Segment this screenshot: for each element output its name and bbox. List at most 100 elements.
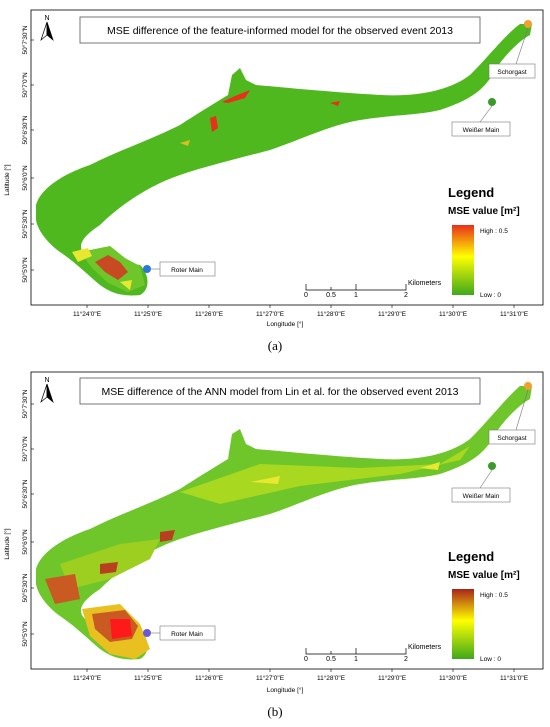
latitude-tick-label: 50°7'30"N <box>21 389 29 418</box>
svg-text:0: 0 <box>304 656 308 663</box>
place-label-roter-main: Roter Main <box>171 631 203 638</box>
longitude-tick-label: 11°29'0"E <box>378 310 407 318</box>
map-title: MSE difference of the feature-informed m… <box>107 25 453 37</box>
latitude-tick-label: 50°7'0"N <box>21 436 29 462</box>
north-label: N <box>44 377 49 384</box>
weisser-main-marker <box>488 98 496 106</box>
legend-subtitle: MSE value [m²] <box>448 206 520 217</box>
weisser-main-marker <box>488 462 496 470</box>
map-b: MSE difference of the ANN model from Lin… <box>3 371 544 694</box>
hotspot <box>180 140 190 146</box>
roter-main-marker <box>143 629 151 637</box>
legend-color-ramp <box>452 225 474 295</box>
schorgast-marker <box>524 20 532 28</box>
hotspot <box>210 116 218 132</box>
scale-unit: Kilometers <box>408 280 442 287</box>
longitude-tick-label: 11°25'0"E <box>134 674 163 682</box>
latitude-tick-label: 50°6'0"N <box>21 165 29 191</box>
longitude-tick-label: 11°26'0"E <box>195 674 224 682</box>
hotspot <box>45 574 80 604</box>
longitude-tick-label: 11°28'0"E <box>317 674 346 682</box>
longitude-tick-label: 11°25'0"E <box>134 310 163 318</box>
latitude-tick-label: 50°5'0"N <box>21 621 29 647</box>
floodplain-area <box>36 386 532 660</box>
map-a: MSE difference of the feature-informed m… <box>3 9 544 328</box>
latitude-tick-label: 50°5'30"N <box>21 573 29 602</box>
panel-a: MSE difference of the feature-informed m… <box>0 0 550 360</box>
longitude-tick-label: 11°30'0"E <box>439 674 468 682</box>
longitude-tick-label: 11°30'0"E <box>439 310 468 318</box>
panel-b: MSE difference of the ANN model from Lin… <box>0 364 550 727</box>
hotspot <box>95 255 128 280</box>
hotspot <box>222 90 250 103</box>
longitude-tick-label: 11°27'0"E <box>256 310 285 318</box>
svg-text:0.5: 0.5 <box>326 656 336 663</box>
svg-text:2: 2 <box>404 292 408 299</box>
legend-title: Legend <box>448 549 494 564</box>
latitude-tick-label: 50°7'30"N <box>21 25 29 54</box>
latitude-tick-label: 50°6'30"N <box>21 479 29 508</box>
longitude-tick-label: 11°28'0"E <box>317 310 346 318</box>
title-box <box>79 377 481 405</box>
latitude-axis-label: Latitude [°] <box>3 528 11 559</box>
hotspot <box>420 462 440 470</box>
scale-bar: 0 0.5 1 2 Kilometers <box>304 644 442 663</box>
legend-title: Legend <box>448 185 494 200</box>
schorgast-marker <box>524 382 532 390</box>
place-label-roter-main: Roter Main <box>171 267 203 274</box>
longitude-tick-label: 11°29'0"E <box>378 674 407 682</box>
svg-text:1: 1 <box>354 656 358 663</box>
hotspot <box>120 280 132 290</box>
roter-main-marker <box>143 265 151 273</box>
latitude-ticks: 50°7'30"N 50°7'0"N 50°6'30"N 50°6'0"N 50°5'3… <box>21 389 34 647</box>
map-title: MSE difference of the ANN model from Lin… <box>101 386 458 398</box>
svg-text:1: 1 <box>354 292 358 299</box>
floodplain-area <box>36 24 532 296</box>
latitude-tick-label: 50°5'0"N <box>21 257 29 283</box>
hotspot <box>160 530 175 542</box>
hotspot <box>250 476 280 484</box>
hotspot <box>330 101 340 106</box>
longitude-axis-label: Longitude [°] <box>267 686 304 694</box>
latitude-tick-label: 50°7'0"N <box>21 72 29 98</box>
hotspot <box>100 562 118 574</box>
longitude-tick-label: 11°26'0"E <box>195 310 224 318</box>
legend-low: Low : 0 <box>480 292 501 299</box>
svg-text:0.5: 0.5 <box>326 292 336 299</box>
latitude-tick-label: 50°5'30"N <box>21 209 29 238</box>
latitude-axis-label: Latitude [°] <box>3 164 11 195</box>
longitude-tick-label: 11°24'0"E <box>73 310 102 318</box>
latitude-ticks: 50°7'30"N 50°7'0"N 50°6'30"N 50°6'0"N 50°5'3… <box>21 25 34 283</box>
caption-b: (b) <box>267 704 283 719</box>
north-arrow-icon: N <box>40 15 54 42</box>
legend: Legend MSE value [m²] High : 0.5 Low : 0 <box>448 549 520 663</box>
svg-text:0: 0 <box>304 292 308 299</box>
legend-high: High : 0.5 <box>480 592 508 599</box>
svg-text:2: 2 <box>404 656 408 663</box>
longitude-ticks: 11°24'0"E 11°25'0"E 11°26'0"E 11°27'0"E 11°2… <box>73 305 529 318</box>
longitude-axis-label: Longitude [°] <box>267 320 304 328</box>
longitude-tick-label: 11°27'0"E <box>256 674 285 682</box>
scale-bar: 0 0.5 1 2 Kilometers <box>304 280 442 299</box>
longitude-tick-label: 11°24'0"E <box>73 674 102 682</box>
hotspot <box>72 248 92 262</box>
place-label-weisser-main: Weißer Main <box>463 127 500 134</box>
longitude-tick-label: 11°31'0"E <box>500 674 529 682</box>
legend: Legend MSE value [m²] High : 0.5 Low : 0 <box>448 185 520 299</box>
error-region <box>180 446 470 504</box>
caption-a: (a) <box>267 338 283 353</box>
latitude-tick-label: 50°6'30"N <box>21 115 29 144</box>
latitude-tick-label: 50°6'0"N <box>21 529 29 555</box>
place-label-weisser-main: Weißer Main <box>463 493 500 500</box>
title-box <box>79 16 481 44</box>
legend-high: High : 0.5 <box>480 228 508 235</box>
place-label-schorgast: Schorgast <box>497 435 526 442</box>
longitude-ticks: 11°24'0"E 11°25'0"E 11°26'0"E 11°27'0"E 11°2… <box>73 669 529 682</box>
legend-subtitle: MSE value [m²] <box>448 570 520 581</box>
scale-unit: Kilometers <box>408 644 442 651</box>
north-label: N <box>44 15 49 22</box>
place-label-schorgast: Schorgast <box>497 69 526 76</box>
hotspot-max <box>110 619 132 639</box>
longitude-tick-label: 11°31'0"E <box>500 310 529 318</box>
legend-low: Low : 0 <box>480 656 501 663</box>
